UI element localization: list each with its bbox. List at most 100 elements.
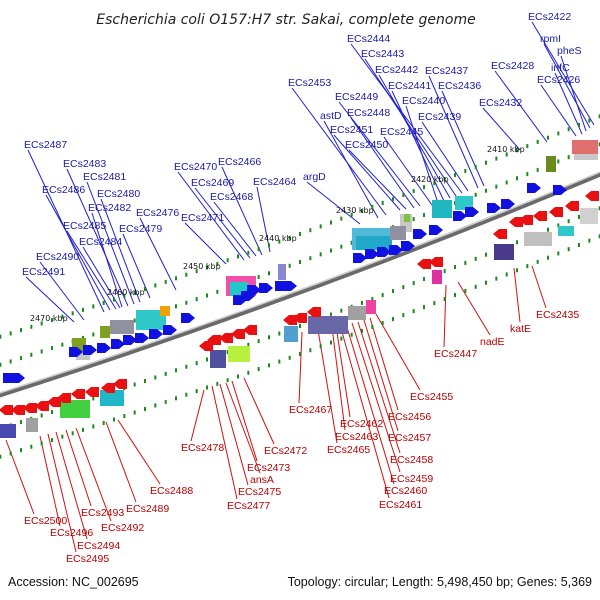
gene-label[interactable]: infC: [551, 62, 570, 74]
gene-label[interactable]: ECs2496: [50, 527, 93, 539]
gene-label[interactable]: ECs2494: [77, 540, 120, 552]
reverse-gene-arrow[interactable]: [509, 217, 523, 227]
reverse-gene-arrow[interactable]: [549, 207, 563, 217]
gene-label[interactable]: ECs2482: [88, 202, 131, 214]
reverse-gene-arrow[interactable]: [23, 403, 37, 413]
gene-label[interactable]: ECs2447: [434, 348, 477, 360]
reverse-gene-arrow[interactable]: [71, 389, 85, 399]
gene-label[interactable]: ECs2422: [528, 11, 571, 23]
forward-gene-arrow[interactable]: [181, 313, 195, 323]
gene-label[interactable]: ECs2444: [347, 33, 390, 45]
forward-gene-arrow[interactable]: [149, 329, 163, 339]
forward-gene-arrow[interactable]: [123, 335, 137, 345]
gene-label[interactable]: ECs2456: [388, 411, 431, 423]
forward-gene-arrow[interactable]: [389, 245, 403, 255]
forward-gene-arrow[interactable]: [553, 185, 567, 195]
gene-label[interactable]: rpmI: [540, 33, 561, 45]
forward-gene-arrow[interactable]: [527, 183, 541, 193]
reverse-gene-arrow[interactable]: [199, 341, 213, 351]
gene-label[interactable]: ECs2488: [150, 485, 193, 497]
gene-label[interactable]: ECs2466: [218, 156, 261, 168]
reverse-gene-arrow[interactable]: [219, 333, 233, 343]
gene-label[interactable]: ECs2449: [335, 91, 378, 103]
forward-gene-arrow[interactable]: [465, 207, 479, 217]
gene-label[interactable]: ECs2458: [390, 454, 433, 466]
gene-label[interactable]: ECs2471: [181, 212, 224, 224]
forward-gene-arrow[interactable]: [259, 283, 273, 293]
gene-label[interactable]: astD: [320, 110, 342, 122]
gene-label[interactable]: ECs2448: [347, 107, 390, 119]
gene-label[interactable]: ECs2464: [253, 176, 296, 188]
gene-label[interactable]: ECs2479: [119, 223, 162, 235]
forward-gene-arrow[interactable]: [453, 211, 467, 221]
gene-label[interactable]: ECs2478: [181, 442, 224, 454]
gene-label[interactable]: ECs2436: [438, 80, 481, 92]
gene-label[interactable]: ECs2445: [380, 126, 423, 138]
reverse-gene-arrow[interactable]: [565, 201, 579, 211]
gene-label[interactable]: ECs2451: [330, 124, 373, 136]
forward-gene-arrow[interactable]: [429, 225, 443, 235]
gene-label[interactable]: ECs2432: [479, 97, 522, 109]
reverse-gene-arrow[interactable]: [11, 405, 25, 415]
gene-label[interactable]: ECs2457: [388, 432, 431, 444]
gene-label[interactable]: ECs2477: [227, 500, 270, 512]
reverse-gene-arrow[interactable]: [113, 379, 127, 389]
reverse-gene-arrow[interactable]: [101, 383, 115, 393]
gene-label[interactable]: ECs2459: [390, 473, 433, 485]
gene-label[interactable]: ECs2443: [361, 48, 404, 60]
forward-gene-arrow[interactable]: [501, 199, 515, 209]
forward-gene-arrow[interactable]: [135, 333, 149, 343]
gene-label[interactable]: ECs2487: [24, 139, 67, 151]
forward-gene-arrow[interactable]: [413, 229, 427, 239]
reverse-gene-arrow[interactable]: [47, 397, 61, 407]
gene-label[interactable]: nadE: [480, 336, 505, 348]
gene-label[interactable]: ECs2462: [340, 418, 383, 430]
gene-label[interactable]: pheS: [557, 45, 582, 57]
reverse-gene-arrow[interactable]: [307, 307, 321, 317]
gene-label[interactable]: ECs2435: [536, 309, 579, 321]
gene-label[interactable]: ECs2476: [136, 207, 179, 219]
gene-label[interactable]: ECs2495: [66, 553, 109, 565]
reverse-gene-arrow[interactable]: [585, 191, 599, 201]
forward-gene-arrow[interactable]: [83, 345, 97, 355]
forward-gene-arrow[interactable]: [487, 203, 501, 213]
forward-gene-arrow[interactable]: [241, 291, 255, 301]
gene-label[interactable]: ECs2463: [335, 431, 378, 443]
gene-label[interactable]: ECs2481: [83, 171, 126, 183]
gene-label[interactable]: ECs2442: [375, 64, 418, 76]
forward-gene-arrow[interactable]: [365, 249, 379, 259]
forward-gene-arrow[interactable]: [97, 343, 111, 353]
gene-label[interactable]: ECs2441: [388, 80, 431, 92]
gene-label[interactable]: ECs2460: [384, 485, 427, 497]
gene-label[interactable]: ECs2485: [63, 220, 106, 232]
reverse-gene-arrow[interactable]: [429, 257, 443, 267]
gene-label[interactable]: ECs2486: [42, 184, 85, 196]
gene-label[interactable]: ECs2489: [126, 503, 169, 515]
reverse-gene-arrow[interactable]: [283, 315, 297, 325]
gene-label[interactable]: ECs2428: [491, 60, 534, 72]
forward-gene-arrow[interactable]: [283, 281, 297, 291]
forward-gene-arrow[interactable]: [11, 373, 25, 383]
reverse-gene-arrow[interactable]: [231, 329, 245, 339]
reverse-gene-arrow[interactable]: [493, 229, 507, 239]
gene-label[interactable]: ECs2439: [418, 111, 461, 123]
reverse-gene-arrow[interactable]: [0, 405, 13, 415]
gene-label[interactable]: ECs2437: [425, 65, 468, 77]
forward-gene-arrow[interactable]: [111, 339, 125, 349]
reverse-gene-arrow[interactable]: [243, 325, 257, 335]
reverse-gene-arrow[interactable]: [533, 211, 547, 221]
gene-label[interactable]: argD: [303, 171, 326, 183]
forward-gene-arrow[interactable]: [353, 253, 367, 263]
gene-label[interactable]: ECs2500: [24, 515, 67, 527]
gene-label[interactable]: ECs2475: [238, 486, 281, 498]
gene-label[interactable]: ECs2455: [410, 391, 453, 403]
gene-label[interactable]: ECs2484: [79, 236, 122, 248]
gene-label[interactable]: ECs2453: [288, 77, 331, 89]
gene-label[interactable]: ECs2461: [379, 499, 422, 511]
gene-label[interactable]: ECs2472: [264, 445, 307, 457]
reverse-gene-arrow[interactable]: [85, 387, 99, 397]
forward-gene-arrow[interactable]: [163, 325, 177, 335]
gene-label[interactable]: ECs2465: [327, 444, 370, 456]
gene-label[interactable]: ECs2492: [101, 522, 144, 534]
gene-label[interactable]: ECs2467: [289, 404, 332, 416]
